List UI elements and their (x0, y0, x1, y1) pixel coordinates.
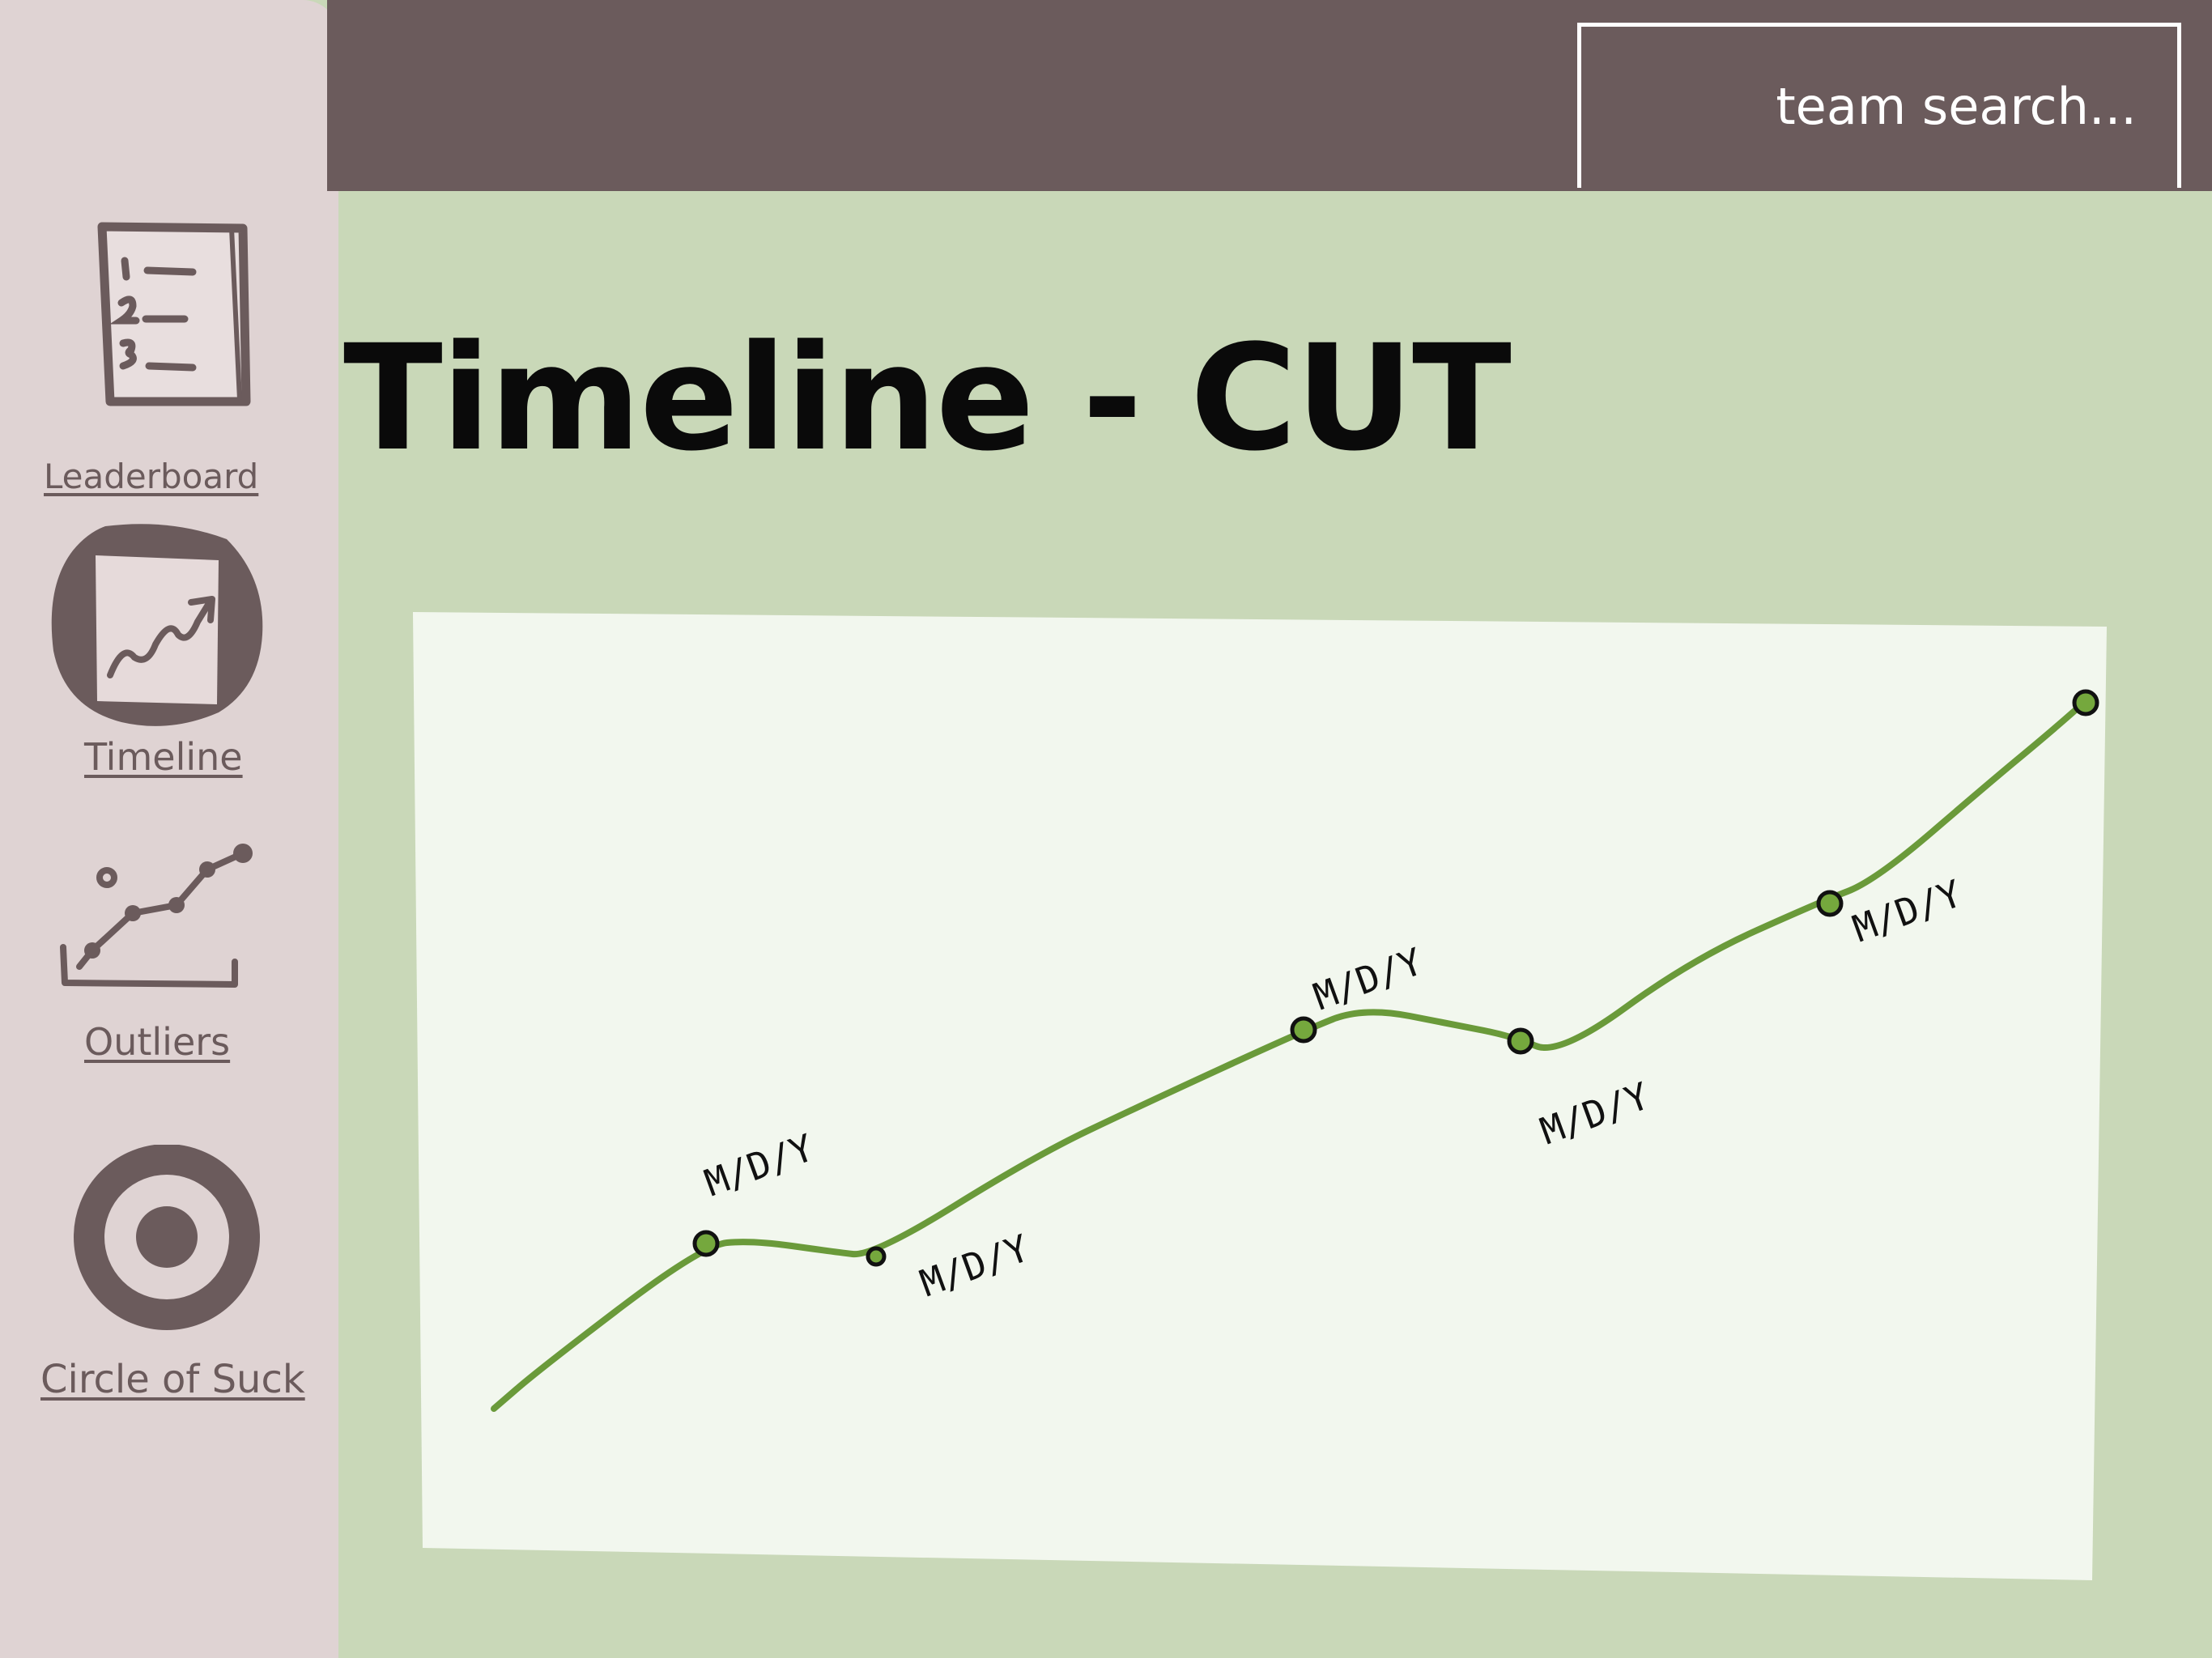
sidebar-item-label: Timeline (84, 735, 243, 779)
sidebar-item-timeline[interactable]: Timeline (49, 518, 291, 785)
data-point[interactable] (1816, 890, 1844, 917)
timeline-trend-line (491, 698, 2089, 1412)
chart-background (413, 612, 2107, 1580)
sidebar-item-outliers[interactable]: Outliers (49, 834, 291, 1069)
page-title: Timeline - CUT (343, 314, 1512, 483)
data-point[interactable] (2072, 689, 2099, 716)
data-point[interactable] (1290, 1016, 1317, 1044)
trend-chart-icon (51, 524, 263, 726)
team-search-input[interactable]: team search... (1577, 23, 2181, 188)
sidebar-item-circle-of-suck[interactable]: Circle of Suck (32, 1145, 324, 1412)
sidebar-item-label: Leaderboard (44, 457, 259, 496)
top-bar (327, 0, 2212, 191)
sidebar-item-leaderboard[interactable]: Leaderboard (32, 217, 275, 500)
data-point[interactable] (1507, 1027, 1534, 1055)
numbered-list-icon (97, 222, 251, 406)
sidebar-item-label: Circle of Suck (40, 1357, 305, 1402)
search-input-text[interactable]: team search... (1776, 77, 2137, 136)
data-point[interactable] (692, 1230, 720, 1257)
sidebar-item-label: Outliers (84, 1020, 231, 1064)
data-point[interactable] (866, 1246, 887, 1267)
target-icon (74, 1145, 260, 1330)
timeline-chart: M/D/YM/D/YM/D/YM/D/YM/D/Y (413, 612, 2107, 1580)
scatter-plot-icon (60, 844, 253, 988)
